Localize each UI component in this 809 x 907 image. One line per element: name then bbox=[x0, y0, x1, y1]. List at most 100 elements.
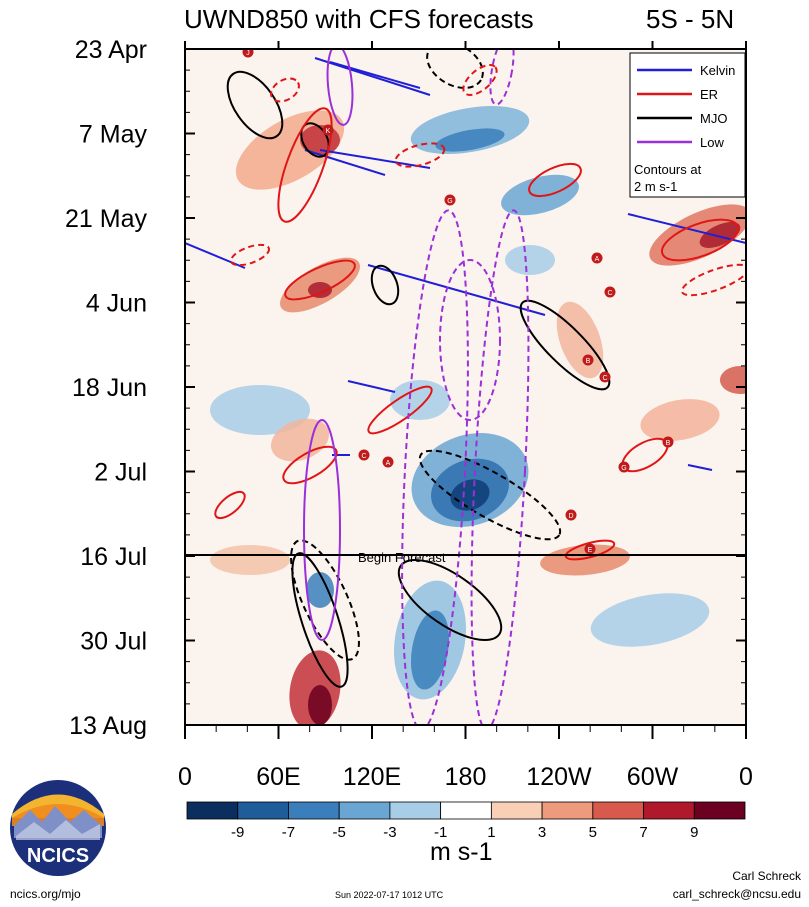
storm-symbol bbox=[618, 461, 630, 473]
mjo-contour bbox=[418, 449, 562, 541]
anomaly-blob bbox=[505, 245, 555, 275]
low-contour bbox=[401, 209, 469, 725]
er-contour bbox=[661, 218, 739, 262]
colorbar-label: 1 bbox=[487, 824, 495, 841]
colorbar-label: 9 bbox=[690, 824, 698, 841]
storm-symbol bbox=[322, 124, 334, 136]
y-tick-label: 21 May bbox=[65, 205, 147, 233]
colorbar-swatch bbox=[693, 801, 746, 820]
kelvin-contour bbox=[367, 264, 546, 316]
low-contour bbox=[303, 419, 341, 641]
colorbar-swatch bbox=[541, 801, 594, 820]
colorbar-swatch bbox=[592, 801, 644, 820]
timestamp: Sun 2022-07-17 1012 UTC bbox=[335, 890, 444, 900]
wave-contours bbox=[185, 49, 746, 725]
colorbar-swatch bbox=[237, 801, 289, 820]
storm-symbol bbox=[591, 252, 603, 264]
logo-text: NCICS bbox=[27, 845, 89, 867]
storm-letter: C bbox=[602, 375, 607, 382]
storm-symbol bbox=[242, 49, 254, 58]
y-axis: 23 Apr 7 May 21 May 4 Jun 18 Jun 2 Jul 16 Jul 3… bbox=[65, 36, 746, 740]
storm-symbol bbox=[604, 286, 616, 298]
er-contour bbox=[282, 445, 338, 485]
anomaly-blob bbox=[435, 128, 505, 152]
storm-letter: J bbox=[246, 50, 250, 57]
storm-letter: C bbox=[607, 290, 612, 297]
legend-note-line2: 2 m s-1 bbox=[634, 179, 677, 194]
forecast-start-label: Begin Forecast bbox=[358, 550, 446, 565]
er-contour bbox=[564, 539, 616, 561]
y-tick-label: 23 Apr bbox=[75, 36, 147, 64]
storm-letter: A bbox=[386, 460, 391, 467]
legend-label: MJO bbox=[700, 111, 727, 126]
er-contour bbox=[284, 259, 356, 301]
y-tick-label: 7 May bbox=[79, 121, 148, 149]
anomaly-blob bbox=[699, 222, 741, 248]
y-tick-label: 4 Jun bbox=[86, 290, 147, 318]
mjo-contour bbox=[370, 264, 400, 306]
colorbar-label: -5 bbox=[333, 824, 346, 841]
y-tick-label: 30 Jul bbox=[80, 628, 147, 656]
anomaly-blob bbox=[210, 545, 290, 575]
mjo-contour bbox=[291, 552, 349, 688]
storm-symbol bbox=[582, 354, 594, 366]
anomaly-blob bbox=[640, 399, 720, 441]
colorbar-swatch bbox=[389, 801, 442, 820]
author-email: carl_schreck@ncsu.edu bbox=[673, 887, 801, 901]
legend-label: ER bbox=[700, 87, 718, 102]
low-contour bbox=[326, 49, 354, 126]
anomaly-blob bbox=[306, 572, 334, 608]
kelvin-contour bbox=[304, 149, 386, 176]
y-tick-label: 13 Aug bbox=[69, 712, 147, 740]
storm-symbol bbox=[358, 449, 370, 461]
x-tick-label: 0 bbox=[178, 763, 192, 791]
anomaly-blob bbox=[540, 544, 630, 576]
colorbar-swatch bbox=[186, 801, 239, 820]
legend-label: Kelvin bbox=[700, 63, 735, 78]
anomaly-blob bbox=[210, 385, 310, 435]
storm-letter: G bbox=[621, 465, 626, 472]
kelvin-contour bbox=[347, 380, 396, 393]
storm-letter: B bbox=[586, 358, 591, 365]
x-tick-label: 60W bbox=[627, 763, 679, 791]
colorbar-swatch bbox=[440, 801, 492, 820]
low-contour bbox=[489, 49, 515, 106]
storm-symbol bbox=[662, 436, 674, 448]
anomaly-blob bbox=[308, 282, 332, 298]
chart-title: UWND850 with CFS forecasts bbox=[184, 4, 534, 34]
ncics-logo: NCICS bbox=[10, 780, 106, 876]
er-contour bbox=[367, 385, 433, 435]
colorbar-swatch bbox=[288, 801, 340, 820]
x-axis: 0 60E 120E 180 120W 60W 0 bbox=[178, 41, 753, 791]
legend-note-line1: Contours at bbox=[634, 162, 702, 177]
mjo-contour bbox=[290, 539, 360, 661]
y-tick-label: 18 Jun bbox=[72, 374, 147, 402]
er-contour bbox=[214, 490, 246, 520]
kelvin-contour bbox=[319, 149, 431, 169]
storm-letter: G bbox=[447, 198, 452, 205]
kelvin-contour bbox=[687, 464, 713, 471]
anomaly-blob bbox=[308, 685, 332, 725]
er-contour bbox=[394, 142, 446, 168]
er-contour bbox=[528, 162, 582, 198]
x-tick-label: 60E bbox=[256, 763, 300, 791]
anomaly-blob bbox=[450, 479, 490, 511]
colorbar-label: 7 bbox=[639, 824, 647, 841]
x-tick-label: 0 bbox=[739, 763, 753, 791]
low-contour bbox=[439, 259, 501, 421]
colorbar-label: -1 bbox=[434, 824, 447, 841]
er-contour bbox=[270, 77, 300, 103]
anomaly-blob bbox=[390, 380, 450, 420]
x-tick-label: 180 bbox=[445, 763, 487, 791]
legend-label: Low bbox=[700, 135, 724, 150]
er-contour bbox=[680, 263, 746, 297]
units-label: m s-1 bbox=[430, 838, 493, 866]
y-tick-label: 2 Jul bbox=[94, 459, 147, 487]
storm-symbol bbox=[584, 543, 596, 555]
anomaly-blob bbox=[501, 174, 579, 216]
storm-letter: B bbox=[666, 440, 671, 447]
colorbar-swatch bbox=[338, 801, 391, 820]
colorbar-label: -9 bbox=[231, 824, 244, 841]
y-tick-label: 16 Jul bbox=[80, 543, 147, 571]
